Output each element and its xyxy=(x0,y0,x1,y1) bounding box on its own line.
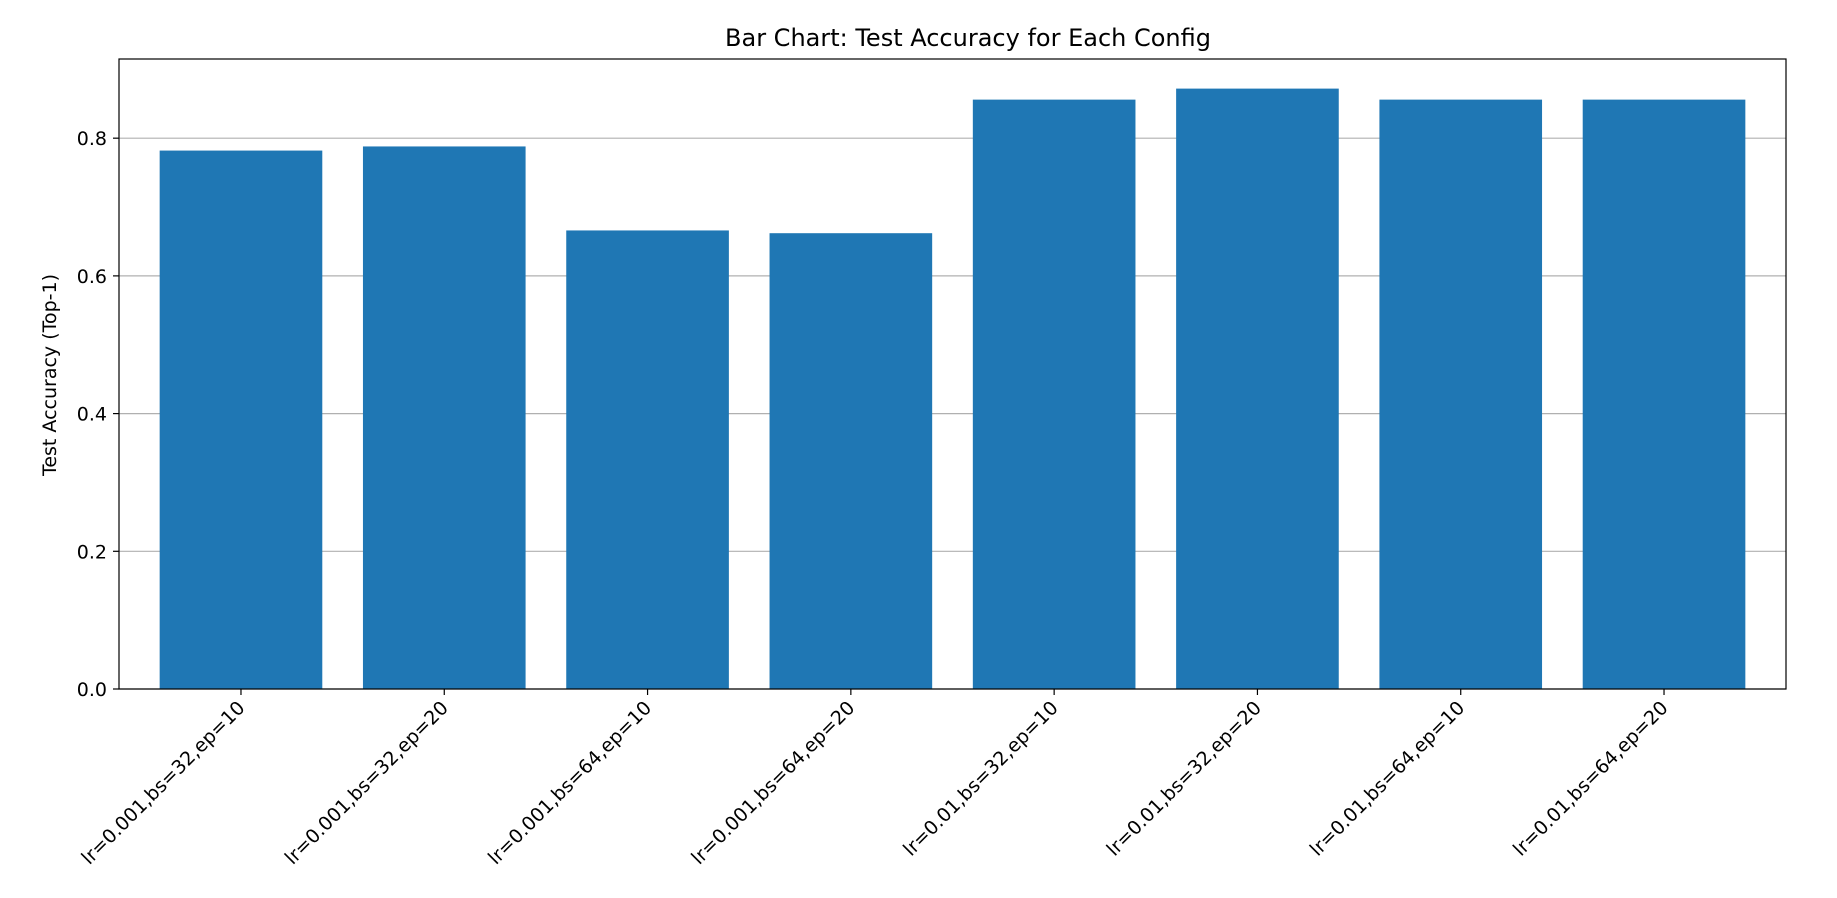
x-tick-label: lr=0.01,bs=64,ep=10 xyxy=(1306,697,1470,861)
bar xyxy=(566,230,729,689)
bar xyxy=(1582,99,1746,690)
x-tick-label: lr=0.01,bs=64,ep=20 xyxy=(1509,697,1673,861)
bar xyxy=(769,233,933,689)
y-axis-ticks: 0.0 0.2 0.4 0.6 0.8 xyxy=(77,128,119,701)
x-axis-ticks: lr=0.001,bs=32,ep=10 lr=0.001,bs=32,ep=20… xyxy=(77,689,1673,869)
bar xyxy=(159,150,323,689)
x-tick-label: lr=0.001,bs=32,ep=10 xyxy=(77,697,249,869)
y-tick-label: 0.6 xyxy=(77,266,107,288)
bar xyxy=(1176,88,1339,689)
y-axis-label: Test Accuracy (Top-1) xyxy=(39,274,61,477)
x-tick-label: lr=0.01,bs=32,ep=10 xyxy=(899,697,1063,861)
plot-frame xyxy=(118,58,1787,690)
x-tick-label: lr=0.001,bs=32,ep=20 xyxy=(281,697,453,869)
x-tick-label: lr=0.001,bs=64,ep=10 xyxy=(484,697,656,869)
y-tick-label: 0.2 xyxy=(77,541,107,563)
y-tick-label: 0.0 xyxy=(77,679,107,701)
bars xyxy=(159,88,1746,690)
chart-title: Bar Chart: Test Accuracy for Each Config xyxy=(725,24,1211,52)
y-tick-label: 0.8 xyxy=(77,128,107,150)
bar xyxy=(362,146,526,689)
bar xyxy=(1379,99,1543,690)
x-tick-label: lr=0.01,bs=32,ep=20 xyxy=(1102,697,1266,861)
y-tick-label: 0.4 xyxy=(77,404,107,426)
bar xyxy=(972,99,1136,690)
x-tick-label: lr=0.001,bs=64,ep=20 xyxy=(687,697,859,869)
